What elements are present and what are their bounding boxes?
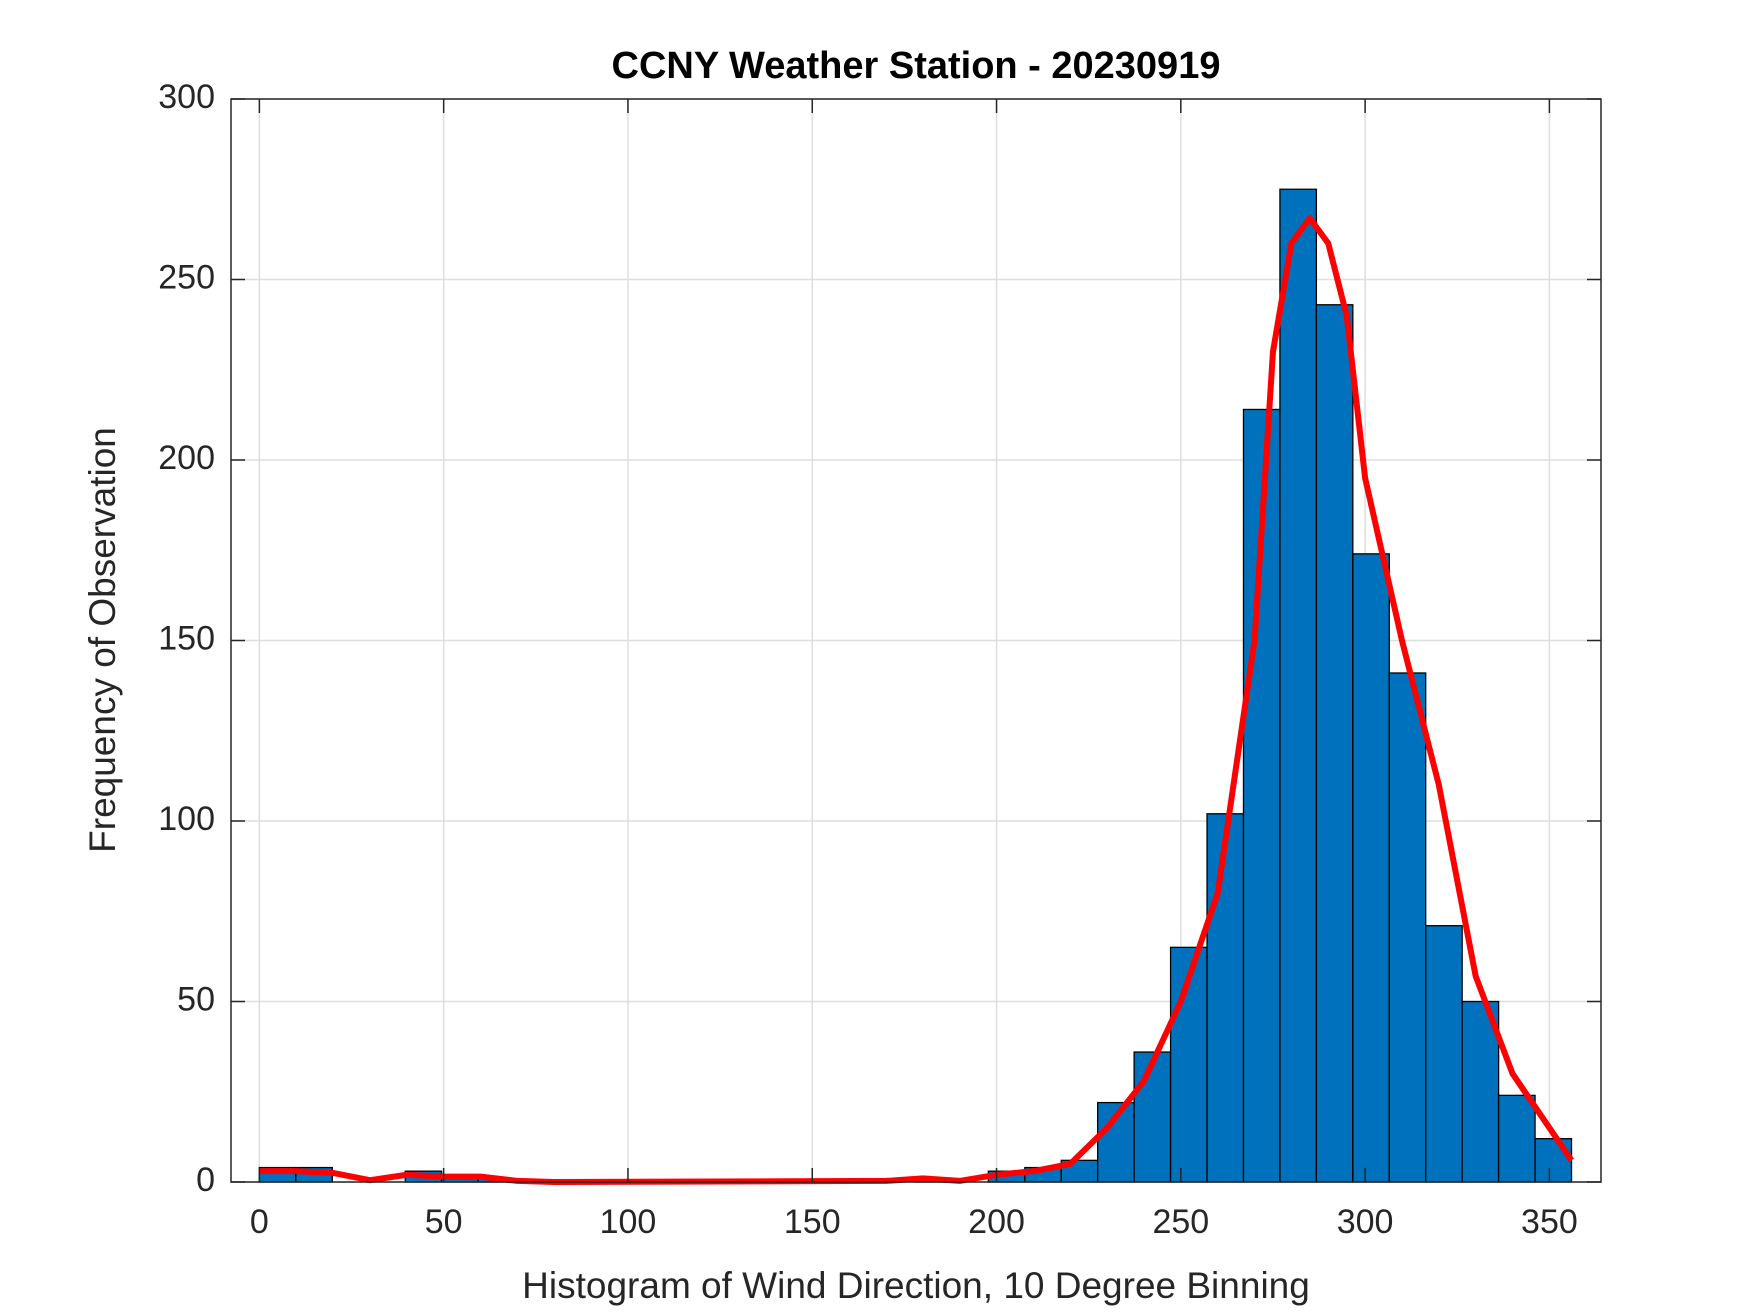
y-tick-label: 150 [158, 619, 215, 657]
x-tick-label: 250 [1152, 1203, 1209, 1241]
bar [1279, 188, 1318, 1183]
density-curve [259, 215, 1574, 1185]
y-tick-label: 300 [158, 78, 215, 116]
bar [1534, 1138, 1573, 1183]
y-tick-label: 200 [158, 439, 215, 477]
x-tick-label: 350 [1521, 1203, 1578, 1241]
x-tick-label: 150 [784, 1203, 841, 1241]
x-tick-label: 100 [600, 1203, 657, 1241]
y-tick-label: 250 [158, 258, 215, 296]
bar [1206, 813, 1245, 1183]
y-tick-label: 100 [158, 800, 215, 838]
bar [1315, 304, 1354, 1183]
y-axis-label: Frequency of Observation [82, 427, 123, 853]
x-tick-label: 300 [1337, 1203, 1394, 1241]
x-tick-label: 0 [250, 1203, 269, 1241]
y-tick-label: 0 [196, 1161, 215, 1199]
x-tick-label: 50 [425, 1203, 463, 1241]
x-tick-label: 200 [968, 1203, 1025, 1241]
bar [1461, 1000, 1500, 1183]
bar [1388, 672, 1427, 1183]
bar [1352, 553, 1390, 1183]
y-tick-label: 50 [177, 980, 215, 1018]
bar [1425, 925, 1463, 1183]
bar [1497, 1094, 1536, 1183]
x-axis-label: Histogram of Wind Direction, 10 Degree B… [522, 1265, 1310, 1306]
bar [1133, 1051, 1172, 1183]
chart-title: CCNY Weather Station - 20230919 [612, 45, 1221, 87]
